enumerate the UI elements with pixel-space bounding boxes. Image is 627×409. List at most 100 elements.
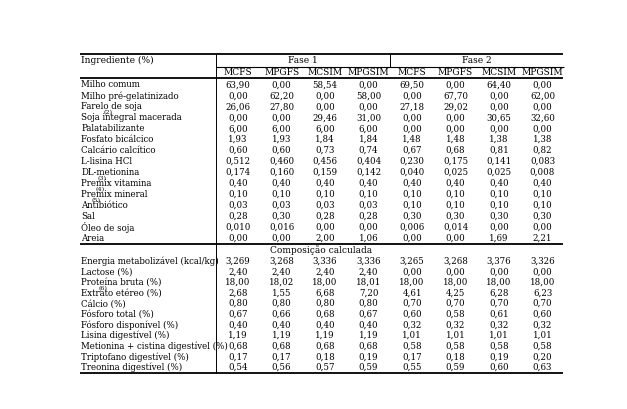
Text: 0,10: 0,10 xyxy=(446,201,465,210)
Text: 0,175: 0,175 xyxy=(443,157,468,166)
Text: 0,00: 0,00 xyxy=(315,102,335,111)
Text: 0,61: 0,61 xyxy=(489,310,509,319)
Text: 0,58: 0,58 xyxy=(533,342,552,351)
Text: Farelo de soja: Farelo de soja xyxy=(82,102,142,111)
Text: 0,60: 0,60 xyxy=(403,310,422,319)
Text: 1,01: 1,01 xyxy=(489,331,509,340)
Text: 0,68: 0,68 xyxy=(315,310,335,319)
Text: 3,269: 3,269 xyxy=(226,256,250,265)
Text: 6,28: 6,28 xyxy=(489,288,508,297)
Text: Fase 2: Fase 2 xyxy=(463,56,492,65)
Text: 0,18: 0,18 xyxy=(315,352,335,361)
Text: 0,159: 0,159 xyxy=(312,168,337,177)
Text: 27,80: 27,80 xyxy=(269,102,294,111)
Text: 0,63: 0,63 xyxy=(533,363,552,372)
Text: 0,040: 0,040 xyxy=(399,168,424,177)
Text: 69,50: 69,50 xyxy=(399,81,424,90)
Text: 0,30: 0,30 xyxy=(533,212,552,221)
Text: 0,17: 0,17 xyxy=(271,352,292,361)
Text: 0,40: 0,40 xyxy=(403,179,422,188)
Text: 0,32: 0,32 xyxy=(403,320,422,329)
Text: 4,25: 4,25 xyxy=(446,288,465,297)
Text: 0,58: 0,58 xyxy=(403,342,422,351)
Text: Milho pré-gelatinizado: Milho pré-gelatinizado xyxy=(82,91,179,101)
Text: MPGSIM: MPGSIM xyxy=(522,68,564,77)
Text: 0,80: 0,80 xyxy=(228,299,248,308)
Text: Fase 1: Fase 1 xyxy=(288,56,318,65)
Text: 29,46: 29,46 xyxy=(313,113,337,122)
Text: Milho comum: Milho comum xyxy=(82,81,140,90)
Text: DL-metionina: DL-metionina xyxy=(82,168,140,177)
Text: 6,00: 6,00 xyxy=(271,124,292,133)
Text: 0,00: 0,00 xyxy=(402,91,422,100)
Text: 58,00: 58,00 xyxy=(356,91,381,100)
Text: 62,00: 62,00 xyxy=(530,91,555,100)
Text: 64,40: 64,40 xyxy=(487,81,512,90)
Text: 0,82: 0,82 xyxy=(533,146,552,155)
Text: Areia: Areia xyxy=(82,234,105,243)
Text: Metionina + cistina digestível (%): Metionina + cistina digestível (%) xyxy=(82,342,228,351)
Text: 0,70: 0,70 xyxy=(403,299,422,308)
Text: MCSIM: MCSIM xyxy=(482,68,517,77)
Text: 1,19: 1,19 xyxy=(271,331,292,340)
Text: 0,67: 0,67 xyxy=(359,310,378,319)
Text: 1,48: 1,48 xyxy=(403,135,422,144)
Text: 0,70: 0,70 xyxy=(446,299,465,308)
Text: Cálcio (%): Cálcio (%) xyxy=(82,299,126,308)
Text: 0,512: 0,512 xyxy=(226,157,251,166)
Text: 1,19: 1,19 xyxy=(359,331,378,340)
Text: 0,03: 0,03 xyxy=(272,201,292,210)
Text: 1,06: 1,06 xyxy=(359,234,378,243)
Text: 18,00: 18,00 xyxy=(312,278,338,287)
Text: 0,10: 0,10 xyxy=(271,190,292,199)
Text: 0,174: 0,174 xyxy=(226,168,251,177)
Text: 2,00: 2,00 xyxy=(315,234,335,243)
Text: 6,23: 6,23 xyxy=(533,288,552,297)
Text: 3,268: 3,268 xyxy=(443,256,468,265)
Text: 0,00: 0,00 xyxy=(271,113,292,122)
Text: 0,00: 0,00 xyxy=(315,91,335,100)
Text: 0,00: 0,00 xyxy=(402,113,422,122)
Text: 0,141: 0,141 xyxy=(487,157,512,166)
Text: 0,40: 0,40 xyxy=(228,320,248,329)
Text: 18,00: 18,00 xyxy=(225,278,251,287)
Text: Lactose (%): Lactose (%) xyxy=(82,267,133,276)
Text: 0,025: 0,025 xyxy=(487,168,512,177)
Text: 18,02: 18,02 xyxy=(269,278,294,287)
Text: 1,01: 1,01 xyxy=(446,331,465,340)
Text: 0,006: 0,006 xyxy=(399,222,424,231)
Text: 0,55: 0,55 xyxy=(403,363,422,372)
Text: 0,00: 0,00 xyxy=(533,81,552,90)
Text: 63,90: 63,90 xyxy=(226,81,251,90)
Text: 2,40: 2,40 xyxy=(315,267,335,276)
Text: (6): (6) xyxy=(99,285,108,291)
Text: 0,10: 0,10 xyxy=(489,190,509,199)
Text: 0,70: 0,70 xyxy=(533,299,552,308)
Text: 0,014: 0,014 xyxy=(443,222,468,231)
Text: 7,20: 7,20 xyxy=(359,288,378,297)
Text: 1,93: 1,93 xyxy=(228,135,248,144)
Text: Energia metabolizável (kcal/kg): Energia metabolizável (kcal/kg) xyxy=(82,256,219,266)
Text: 1,01: 1,01 xyxy=(402,331,422,340)
Text: 0,00: 0,00 xyxy=(446,234,465,243)
Text: 6,00: 6,00 xyxy=(228,124,248,133)
Text: 2,40: 2,40 xyxy=(359,267,378,276)
Text: Calcário calcítico: Calcário calcítico xyxy=(82,146,156,155)
Text: 0,68: 0,68 xyxy=(228,342,248,351)
Text: 0,80: 0,80 xyxy=(271,299,292,308)
Text: 1,93: 1,93 xyxy=(272,135,292,144)
Text: 3,268: 3,268 xyxy=(269,256,294,265)
Text: 0,460: 0,460 xyxy=(269,157,294,166)
Text: 30,65: 30,65 xyxy=(487,113,512,122)
Text: Premix vitamina: Premix vitamina xyxy=(82,179,152,188)
Text: 0,60: 0,60 xyxy=(228,146,248,155)
Text: 0,10: 0,10 xyxy=(489,201,509,210)
Text: 0,00: 0,00 xyxy=(228,113,248,122)
Text: 32,60: 32,60 xyxy=(530,113,555,122)
Text: (2): (2) xyxy=(104,110,113,115)
Text: Composição calculada: Composição calculada xyxy=(270,245,372,255)
Text: 0,10: 0,10 xyxy=(228,190,248,199)
Text: Fósforo total (%): Fósforo total (%) xyxy=(82,310,154,319)
Text: 0,67: 0,67 xyxy=(403,146,422,155)
Text: (3): (3) xyxy=(97,176,106,181)
